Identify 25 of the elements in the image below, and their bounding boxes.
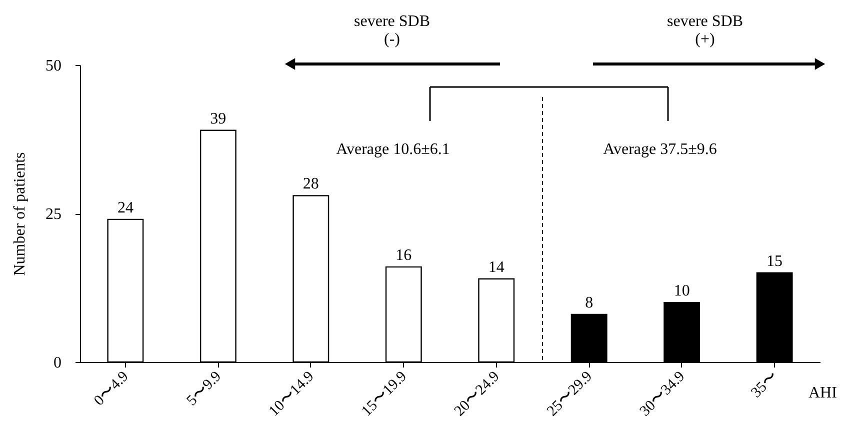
- data-label: 10: [674, 282, 690, 300]
- annotation: Average 37.5±9.6: [603, 141, 717, 158]
- data-label: 15: [766, 252, 783, 270]
- x-tick-label: 5〜9.9: [184, 368, 225, 410]
- annotation: Average 10.6±6.1: [336, 141, 450, 158]
- y-axis-title: Number of patients: [12, 152, 28, 276]
- data-label: 8: [585, 294, 594, 312]
- x-tick-label: 10〜14.9: [266, 368, 318, 420]
- data-label: 39: [210, 110, 226, 128]
- x-tick-label: 35〜: [748, 368, 781, 402]
- data-label: 16: [396, 246, 412, 264]
- x-tick-label: 0〜4.9: [91, 368, 132, 410]
- x-tick-label: 20〜24.9: [452, 368, 503, 420]
- x-tick-label: 15〜19.9: [358, 368, 410, 420]
- x-tick-label: 30〜34.9: [637, 368, 688, 420]
- x-tick-label: 25〜29.9: [544, 368, 596, 420]
- data-label: 28: [302, 176, 319, 193]
- y-tick-label: 50: [46, 58, 62, 74]
- y-tick-label: 0: [54, 354, 62, 372]
- y-tick-label: 25: [46, 206, 62, 223]
- data-label: 14: [488, 258, 504, 276]
- text: severe SDB (+): [667, 13, 743, 48]
- text: severe SDB (-): [354, 13, 430, 48]
- x-axis-title: AHI: [808, 384, 837, 402]
- data-label: 24: [117, 199, 134, 216]
